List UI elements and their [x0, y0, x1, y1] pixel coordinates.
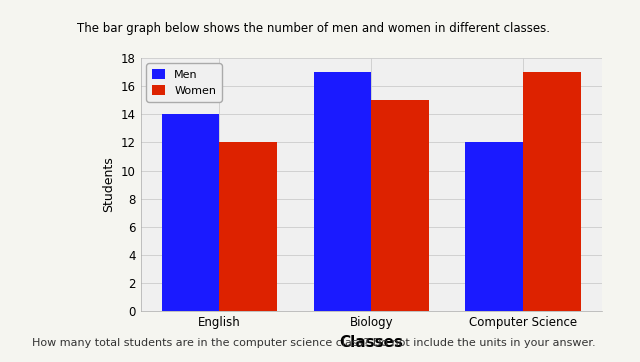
Text: The bar graph below shows the number of men and women in different classes.: The bar graph below shows the number of … [77, 22, 550, 35]
Y-axis label: Students: Students [102, 157, 115, 212]
Bar [162, 114, 220, 311]
Bar [465, 142, 523, 311]
Bar [371, 100, 429, 311]
Legend: Men, Women: Men, Women [147, 63, 221, 102]
Text: How many total students are in the computer science class? Do not include the un: How many total students are in the compu… [32, 337, 596, 348]
X-axis label: Classes: Classes [339, 335, 403, 350]
Bar [523, 72, 580, 311]
Bar [220, 142, 277, 311]
Bar [314, 72, 371, 311]
